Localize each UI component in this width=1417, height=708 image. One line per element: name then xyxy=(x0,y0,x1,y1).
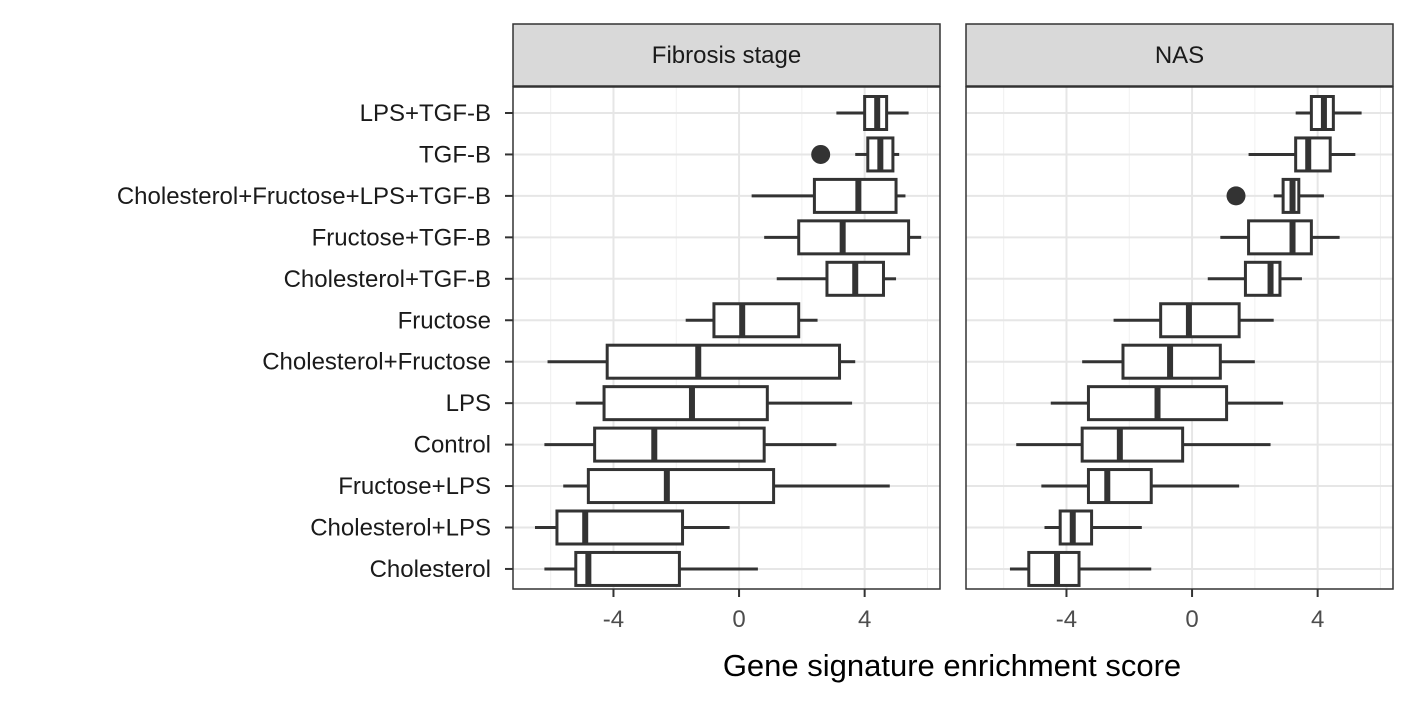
x-tick-label: 0 xyxy=(732,606,745,633)
box-iqr xyxy=(605,343,842,380)
panel-strip xyxy=(512,23,941,87)
x-tick-label: 4 xyxy=(858,606,871,633)
box-cholesterol-tgf-b xyxy=(776,260,897,297)
box-lps xyxy=(575,385,853,422)
box-iqr xyxy=(602,385,769,422)
category-label: Cholesterol xyxy=(370,556,491,583)
box-cholesterol-fructose-lps-tgf-b xyxy=(751,177,906,214)
category-label: Fructose+LPS xyxy=(338,473,491,500)
box-cholesterol xyxy=(544,550,758,587)
box-iqr xyxy=(1058,509,1094,546)
category-label: LPS xyxy=(446,390,491,417)
box-fructose-tgf-b xyxy=(1220,219,1340,256)
box-iqr xyxy=(1247,219,1313,256)
x-tick-label: -4 xyxy=(603,606,624,633)
box-cholesterol-lps xyxy=(1044,509,1142,546)
panel-border xyxy=(965,86,1394,590)
category-label: TGF-B xyxy=(419,141,491,168)
x-tick-label: -4 xyxy=(1056,606,1077,633)
category-label: Control xyxy=(414,432,491,459)
box-cholesterol-lps xyxy=(534,509,730,546)
box-cholesterol-tgf-b xyxy=(1207,260,1302,297)
outlier-point xyxy=(1226,186,1246,206)
box-iqr xyxy=(1027,550,1081,587)
box-fructose xyxy=(685,302,818,339)
outlier-point xyxy=(811,144,831,164)
box-iqr xyxy=(812,177,898,214)
panel-border xyxy=(512,86,941,590)
box-iqr xyxy=(797,219,911,256)
category-label: Fructose+TGF-B xyxy=(312,224,491,251)
category-label: Cholesterol+Fructose+LPS+TGF-B xyxy=(117,183,491,210)
box-iqr xyxy=(712,302,801,339)
box-iqr xyxy=(1243,260,1282,297)
y-axis: LPS+TGF-B TGF-B Cholesterol+Fructose+LPS+T… xyxy=(117,100,513,583)
panel-2: NAS -4 0 4 xyxy=(965,23,1394,633)
box-iqr xyxy=(586,468,776,505)
panel-title: NAS xyxy=(1155,42,1204,69)
box-cholesterol-fructose xyxy=(1082,343,1255,380)
box-iqr xyxy=(555,509,685,546)
category-label: Cholesterol+LPS xyxy=(310,515,491,542)
box-lps-tgf-b xyxy=(836,95,909,131)
box-iqr xyxy=(1080,426,1185,463)
x-tick-label: 4 xyxy=(1311,606,1324,633)
box-cholesterol-fructose-lps-tgf-b xyxy=(1226,177,1324,214)
category-label: LPS+TGF-B xyxy=(360,100,491,127)
box-iqr xyxy=(1159,302,1241,339)
box-lps xyxy=(1050,385,1284,422)
category-label: Cholesterol+TGF-B xyxy=(284,266,491,293)
box-cholesterol xyxy=(1009,550,1152,587)
box-control xyxy=(1016,426,1271,463)
panel-1: Fibrosis stage -4 0 4 xyxy=(512,23,941,633)
panel-title: Fibrosis stage xyxy=(652,42,801,69)
box-fructose-tgf-b xyxy=(764,219,922,256)
box-lps-tgf-b xyxy=(1295,95,1362,131)
panel-strip xyxy=(965,23,1394,87)
box-control xyxy=(544,426,837,463)
x-tick-label: 0 xyxy=(1185,606,1198,633)
box-fructose-lps xyxy=(563,468,890,505)
box-tgf-b xyxy=(811,136,900,173)
category-label: Fructose xyxy=(398,307,491,334)
box-iqr xyxy=(574,550,681,587)
box-fructose-lps xyxy=(1041,468,1240,505)
box-iqr xyxy=(1294,136,1332,173)
box-iqr xyxy=(593,426,766,463)
category-label: Cholesterol+Fructose xyxy=(262,349,491,376)
box-tgf-b xyxy=(1248,136,1356,173)
box-cholesterol-fructose xyxy=(547,343,856,380)
x-axis-title: Gene signature enrichment score xyxy=(723,648,1181,683)
box-fructose xyxy=(1113,302,1274,339)
box-iqr xyxy=(1086,468,1153,505)
